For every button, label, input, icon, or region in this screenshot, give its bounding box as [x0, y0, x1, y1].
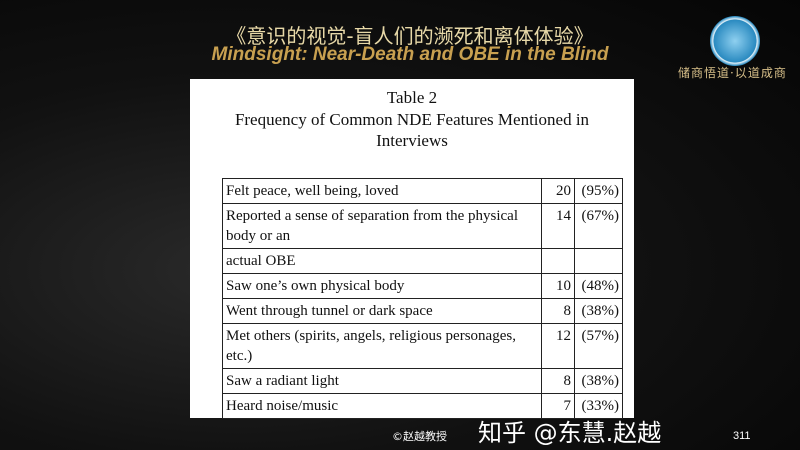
percent-cell: (95%)	[574, 178, 623, 204]
feature-cell: Heard noise/music	[222, 393, 542, 419]
feature-cell: Went through tunnel or dark space	[222, 298, 542, 324]
table-row: Went through tunnel or dark space 8 (38%)	[222, 298, 623, 324]
table-caption-2: Interviews	[376, 131, 448, 150]
table-row: Reported a sense of separation from the …	[222, 203, 623, 249]
count-cell: 8	[541, 368, 575, 394]
table-row: Saw one’s own physical body 10 (48%)	[222, 273, 623, 299]
feature-cell: Met others (spirits, angels, religious p…	[222, 323, 542, 369]
count-cell: 8	[541, 298, 575, 324]
feature-cell: actual OBE	[222, 248, 542, 274]
count-cell: 14	[541, 203, 575, 249]
logo-motto: 储商悟道·以道成商	[678, 66, 787, 80]
footer-credit: ©赵越教授	[392, 430, 447, 443]
percent-cell: (38%)	[574, 298, 623, 324]
table-row: Felt peace, well being, loved 20 (95%)	[222, 178, 623, 204]
logo-emblem-icon	[710, 16, 760, 66]
title-chinese: 《意识的视觉-盲人们的濒死和离体体验》	[226, 24, 594, 48]
table-row: Saw a radiant light 8 (38%)	[222, 368, 623, 394]
table-row: Met others (spirits, angels, religious p…	[222, 323, 623, 369]
count-cell: 20	[541, 178, 575, 204]
percent-cell: (33%)	[574, 393, 623, 419]
page-number: 311	[733, 430, 751, 442]
table-title: Table 2	[386, 88, 438, 107]
count-cell: 7	[541, 393, 575, 419]
nde-features-table: Felt peace, well being, loved 20 (95%) Repo…	[222, 178, 623, 419]
title-english: Mindsight: Near-Death and OBE in the Bli…	[211, 44, 609, 65]
percent-cell: (67%)	[574, 203, 623, 249]
percent-cell	[574, 248, 623, 274]
percent-cell: (57%)	[574, 323, 623, 369]
count-cell	[541, 248, 575, 274]
feature-cell: Saw one’s own physical body	[222, 273, 542, 299]
table-image: Table 2 Frequency of Common NDE Features…	[190, 79, 634, 419]
percent-cell: (48%)	[574, 273, 623, 299]
feature-cell: Saw a radiant light	[222, 368, 542, 394]
feature-cell: Felt peace, well being, loved	[222, 178, 542, 204]
table-row: actual OBE	[222, 248, 623, 274]
zhihu-watermark: 知乎 @东慧.赵越	[478, 419, 662, 447]
table-row: Heard noise/music 7 (33%)	[222, 393, 623, 419]
count-cell: 10	[541, 273, 575, 299]
count-cell: 12	[541, 323, 575, 369]
table-caption-1: Frequency of Common NDE Features Mention…	[234, 110, 590, 129]
feature-cell: Reported a sense of separation from the …	[222, 203, 542, 249]
percent-cell: (38%)	[574, 368, 623, 394]
